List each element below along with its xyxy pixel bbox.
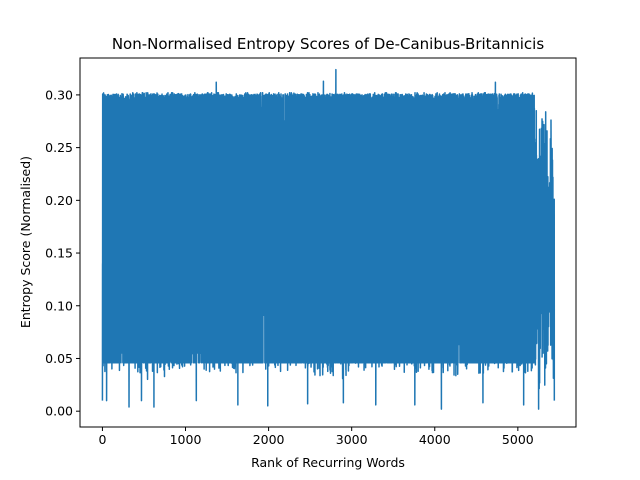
y-tick-label: 0.10 — [45, 298, 73, 313]
series-line — [101, 68, 556, 410]
x-tick-label: 0 — [98, 432, 106, 447]
x-axis: 0 1000 2000 3000 4000 5000 — [98, 427, 534, 447]
y-tick-label: 0.00 — [45, 404, 73, 419]
x-tick-label: 3000 — [336, 432, 368, 447]
y-tick-label: 0.25 — [45, 140, 73, 155]
x-tick-label: 4000 — [419, 432, 451, 447]
x-tick-label: 1000 — [170, 432, 202, 447]
x-axis-label: Rank of Recurring Words — [251, 455, 405, 470]
chart-title: Non-Normalised Entropy Scores of De-Cani… — [112, 35, 545, 53]
y-tick-label: 0.20 — [45, 193, 73, 208]
y-axis-label: Entropy Score (Normalised) — [18, 156, 33, 328]
y-tick-label: 0.15 — [45, 246, 73, 261]
x-tick-label: 2000 — [253, 432, 285, 447]
y-tick-label: 0.05 — [45, 351, 73, 366]
y-tick-label: 0.30 — [45, 87, 73, 102]
plot-area — [101, 68, 556, 410]
plot-frame — [79, 57, 577, 428]
x-tick-label: 5000 — [502, 432, 534, 447]
y-axis: 0.00 0.05 0.10 0.15 0.20 0.25 0.30 — [45, 87, 80, 419]
